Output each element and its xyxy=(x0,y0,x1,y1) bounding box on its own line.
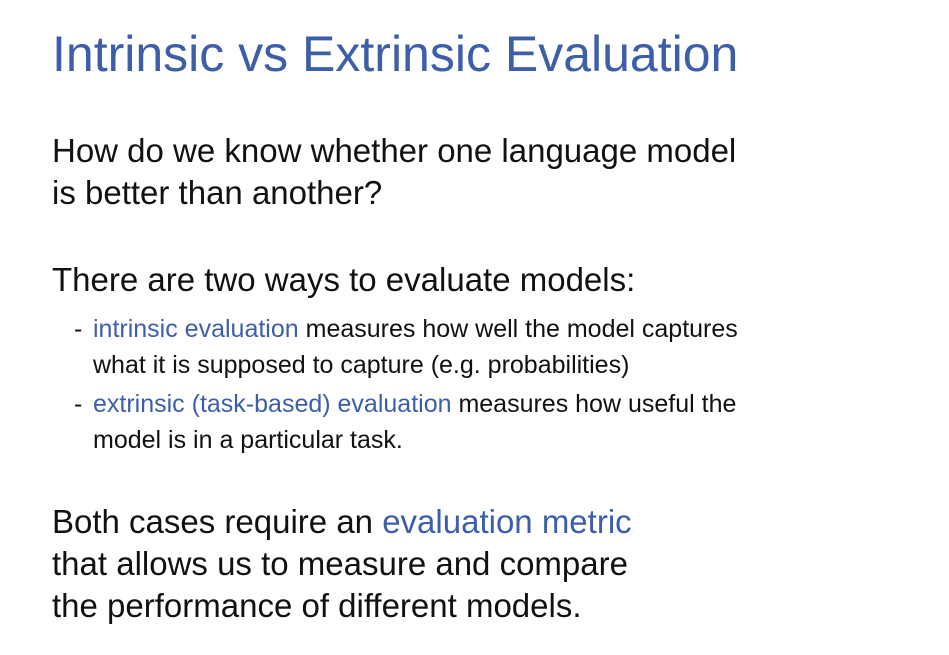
ways-heading: There are two ways to evaluate models: xyxy=(52,261,636,298)
conclusion-line-2: that allows us to measure and compare xyxy=(52,545,628,582)
bullet-intrinsic: - intrinsic evaluation measures how well … xyxy=(74,311,738,383)
intrinsic-term: intrinsic evaluation xyxy=(93,315,299,343)
bullet-intrinsic-line-2: what it is supposed to capture (e.g. pro… xyxy=(93,351,630,379)
slide-title: Intrinsic vs Extrinsic Evaluation xyxy=(52,26,739,82)
conclusion-line-3: the performance of different models. xyxy=(52,587,582,624)
bullet-intrinsic-line-1: - intrinsic evaluation measures how well … xyxy=(74,311,738,347)
question-line-1: How do we know whether one language mode… xyxy=(52,132,737,169)
conclusion-prefix: Both cases require an xyxy=(52,503,383,540)
bullet-marker: - xyxy=(74,315,83,343)
conclusion-line-1: Both cases require an evaluation metric xyxy=(52,501,632,543)
evaluation-metric-term: evaluation metric xyxy=(382,503,632,540)
bullet-extrinsic: - extrinsic (task-based) evaluation measu… xyxy=(74,386,736,458)
question-paragraph: How do we know whether one language mode… xyxy=(52,130,736,214)
bullet-extrinsic-line-2: model is in a particular task. xyxy=(93,426,403,454)
extrinsic-term: extrinsic (task-based) evaluation xyxy=(93,390,452,418)
bullet-extrinsic-line-1: - extrinsic (task-based) evaluation measu… xyxy=(74,386,736,422)
question-line-2: is better than another? xyxy=(52,174,383,211)
bullet-extrinsic-text: measures how useful the xyxy=(451,390,737,418)
bullet-intrinsic-text: measures how well the model captures xyxy=(298,315,738,343)
conclusion-paragraph: Both cases require an evaluation metric … xyxy=(52,501,632,627)
bullet-marker: - xyxy=(74,390,83,418)
